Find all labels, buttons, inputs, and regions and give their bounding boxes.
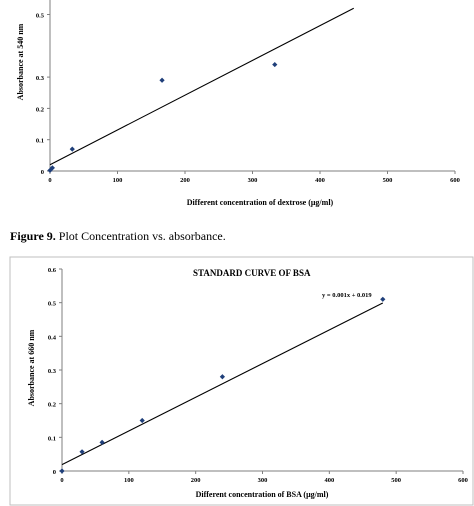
c1-y-tick-label: 0.2	[36, 106, 44, 113]
c1-y-axis-label: Absorbance at 540 nm	[16, 23, 25, 100]
c1-x-tick-label: 300	[248, 177, 258, 184]
c2-y-axis-label: Absorbance at 660 nm	[27, 329, 36, 406]
bsa-chart: 00.10.20.30.40.50.6 0 100 200 300 400 500 600 …	[27, 267, 468, 499]
c2-y-tick-label: 0.6	[48, 267, 57, 274]
c2-x-tick-label: 300	[258, 477, 268, 484]
c2-data-point	[99, 439, 105, 445]
c1-data-point	[69, 146, 75, 152]
c1-y-tick-label: 0	[41, 169, 44, 176]
c2-data-point	[219, 374, 225, 380]
c2-x-tick-label: 200	[191, 477, 201, 484]
c2-x-tick-label: 100	[124, 477, 134, 484]
c1-x-tick-label: 600	[450, 177, 460, 184]
c2-trend-equation: y = 0.001x + 0.019	[322, 292, 372, 299]
c2-y-tick-label: 0.4	[48, 334, 57, 341]
c2-trendline	[61, 302, 384, 466]
c2-x-axis-label: Different concentration of BSA (μg/ml)	[196, 490, 329, 499]
c1-x-tick-label: 500	[383, 177, 393, 184]
c2-data-point	[59, 468, 65, 474]
c2-y-tick-label: 0	[53, 469, 56, 476]
c2-x-tick-label: 600	[458, 477, 468, 484]
c2-y-tick-label: 0.2	[48, 402, 56, 409]
c1-data-points	[47, 61, 278, 173]
c2-data-point	[79, 449, 85, 455]
c1-x-ticks: 0 100 200 300 400 500 600	[48, 171, 460, 184]
c2-y-tick-label: 0.5	[48, 301, 57, 308]
c1-x-tick-label: 0	[48, 177, 51, 184]
c2-chart-frame	[9, 256, 474, 506]
figure-9-caption-label: Figure 9.	[10, 229, 56, 243]
c2-y-ticks: 0 0.1 0.2 0.3 0.4 0.5 0.6	[48, 267, 62, 476]
figure-9-caption-text: Plot Concentration vs. absorbance.	[55, 229, 226, 243]
c2-x-tick-label: 0	[60, 477, 63, 484]
c1-x-tick-label: 200	[180, 177, 190, 184]
c1-x-tick-label: 100	[113, 177, 123, 184]
c1-data-point	[49, 165, 55, 171]
c2-y-tick-label: 0.1	[48, 435, 56, 442]
c2-x-tick-label: 400	[324, 477, 334, 484]
c2-y-tick-label: 0.3	[48, 368, 57, 375]
c1-x-tick-label: 400	[315, 177, 325, 184]
c1-y-tick-label: 0.5	[36, 13, 45, 20]
c1-data-point	[159, 77, 165, 83]
c2-x-ticks: 0 100 200 300 400 500 600	[60, 471, 468, 484]
c1-y-ticks: 0 0.1 0.2 0.3 0.5	[36, 13, 50, 176]
figure-9-caption: Figure 9. Plot Concentration vs. absorba…	[10, 229, 226, 244]
c2-data-point	[380, 296, 386, 302]
c2-chart-title: STANDARD CURVE OF BSA	[193, 268, 311, 278]
c2-data-points	[59, 296, 386, 474]
c1-y-tick-label: 0.1	[36, 138, 44, 145]
c1-y-tick-label: 0.3	[36, 75, 45, 82]
c1-data-point	[272, 61, 278, 68]
c1-trendline	[49, 7, 355, 166]
dextrose-chart: 0 0.1 0.2 0.3 0.5 0 100 200 300 400 500 600 Absorb…	[16, 0, 460, 207]
c2-x-tick-label: 500	[391, 477, 401, 484]
c1-x-axis-label: Different concentration of dextrose (μg/…	[187, 198, 334, 207]
c2-data-point	[139, 417, 145, 424]
